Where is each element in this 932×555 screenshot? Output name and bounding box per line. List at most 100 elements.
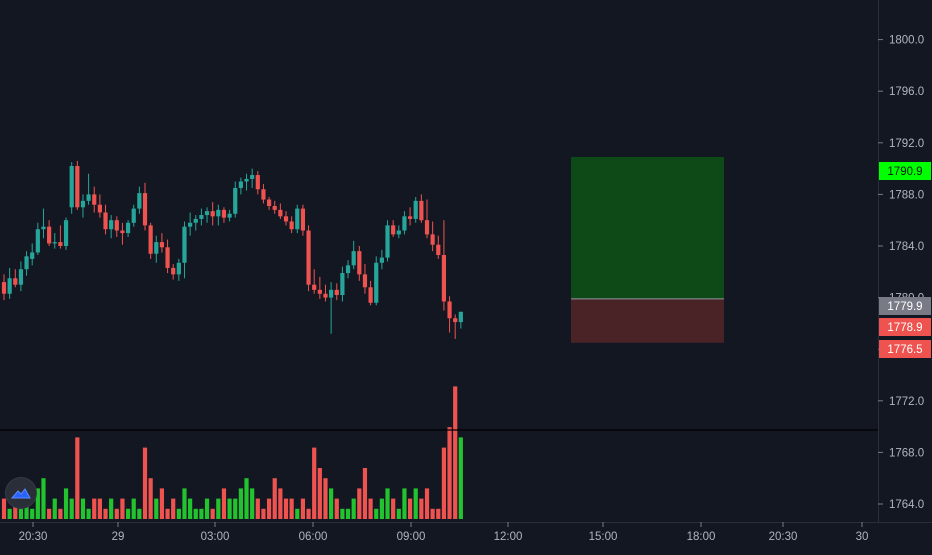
candle-body — [329, 289, 334, 298]
candle-body — [306, 230, 311, 285]
time-tick-label: 12:00 — [494, 531, 523, 543]
volume-bar — [368, 498, 373, 519]
volume-bar — [391, 498, 396, 519]
volume-bar — [154, 498, 159, 519]
candle-body — [340, 273, 345, 296]
candle-body — [391, 225, 396, 235]
candle-body — [385, 225, 390, 258]
target-badge-label: 1790.9 — [887, 166, 922, 178]
volume-bar — [182, 488, 187, 519]
candle-body — [407, 216, 413, 219]
volume-bar — [317, 468, 322, 519]
candle-body — [250, 175, 255, 179]
volume-bar — [193, 508, 198, 519]
candle-body — [402, 216, 407, 231]
candle-body — [97, 204, 102, 213]
candle-body — [182, 226, 187, 263]
candle-body — [114, 220, 119, 231]
candle-body — [154, 242, 159, 254]
last-badge-label: 1778.9 — [887, 322, 922, 334]
entry-badge-bg — [879, 297, 931, 315]
candle-body — [80, 200, 86, 208]
time-tick-label: 20:30 — [769, 531, 798, 543]
candle-body — [436, 244, 441, 256]
candle-body — [103, 212, 108, 230]
candle-body — [345, 265, 351, 274]
candle-body — [41, 226, 46, 230]
volume-bar — [7, 508, 12, 519]
time-tick-label: 20:30 — [19, 531, 48, 543]
candle-body — [458, 311, 463, 323]
volume-bar — [204, 498, 210, 519]
volume-bar — [35, 488, 40, 519]
candle-body — [86, 194, 91, 201]
volume-bar — [97, 498, 102, 519]
price-axis[interactable]: 1804.01800.01796.01792.01788.01784.01780… — [878, 0, 932, 522]
volume-bar — [216, 498, 221, 519]
candle-body — [137, 193, 142, 209]
candle-body — [18, 269, 24, 285]
time-tick-label: 29 — [112, 531, 125, 543]
price-tick-label: 1784.0 — [889, 241, 924, 253]
candle-body — [30, 252, 35, 259]
candle-body — [120, 230, 125, 234]
volume-bar — [148, 478, 153, 519]
volume-bar — [334, 498, 339, 519]
candle-body — [453, 318, 458, 323]
tradingview-logo[interactable] — [6, 478, 36, 508]
entry-price-badge: 1779.9 — [879, 297, 931, 315]
candle-body — [238, 181, 243, 188]
volume-bar — [199, 508, 204, 519]
price-axis-background — [878, 0, 932, 522]
volume-bar — [109, 498, 114, 519]
price-axis-ticks: 1804.01800.01796.01792.01788.01784.01780… — [878, 35, 924, 511]
time-axis[interactable]: 20:30 29 03:00 06:00 09:00 12:00 15:00 18:00 20:… — [0, 522, 932, 550]
time-tick-label: 18:00 — [687, 531, 716, 543]
price-tick-label: 1768.0 — [889, 447, 924, 459]
volume-bar — [278, 488, 283, 519]
volume-bar — [458, 437, 463, 519]
position-tool[interactable] — [571, 156, 724, 343]
volume-bar — [227, 498, 232, 519]
price-tick-label: 1772.0 — [889, 396, 924, 408]
candle-body — [221, 209, 227, 218]
candle-body — [171, 267, 176, 275]
volume-bar — [329, 488, 334, 519]
volume-bar — [447, 427, 452, 519]
candle-body — [233, 187, 238, 214]
volume-bar — [63, 488, 69, 519]
volume-bar — [238, 488, 243, 519]
volume-bar — [1, 498, 7, 519]
volume-bar — [30, 508, 35, 519]
candle-body — [131, 208, 136, 223]
volume-bar — [300, 498, 306, 519]
price-tick-label: 1788.0 — [889, 189, 924, 201]
candle-body — [334, 289, 339, 296]
volume-bar — [86, 508, 91, 519]
candle-body — [142, 193, 148, 226]
volume-bar — [323, 478, 328, 519]
volume-bar — [210, 508, 215, 519]
volume-bar — [419, 498, 424, 519]
candle-body — [92, 194, 97, 205]
volume-bars — [1, 386, 463, 519]
price-tick-label: 1796.0 — [889, 86, 924, 98]
volume-bar — [430, 508, 435, 519]
volume-bar — [413, 488, 418, 519]
candle-body — [125, 222, 131, 234]
candle-body — [278, 209, 283, 217]
volume-bar — [188, 498, 193, 519]
volume-bar — [92, 498, 97, 519]
time-tick-label: 03:00 — [201, 531, 230, 543]
candle-body — [188, 222, 193, 227]
candle-body — [204, 211, 210, 216]
candle-body — [312, 284, 317, 290]
volume-bar — [379, 498, 384, 519]
volume-bar — [312, 447, 317, 519]
price-tick-label: 1800.0 — [889, 35, 924, 47]
price-candles — [1, 160, 463, 339]
candle-body — [13, 278, 18, 285]
volume-bar — [289, 498, 294, 519]
